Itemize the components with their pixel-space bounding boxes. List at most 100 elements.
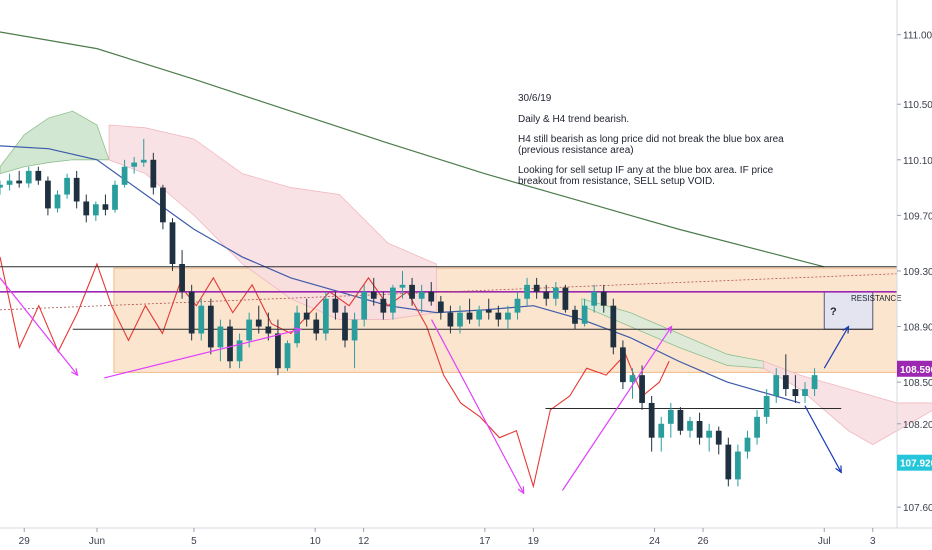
note-line-1: Daily & H4 trend bearish. (518, 114, 629, 125)
candle-body (696, 421, 703, 438)
arrow-head-4 (842, 325, 850, 334)
x-tick-label: 3 (870, 536, 876, 547)
blue-box (823, 291, 874, 330)
price-tag-1 (897, 454, 932, 471)
horizontal-levels-layer (0, 266, 898, 410)
note-line-2b: (previous resistance area) (518, 145, 634, 156)
y-tick-label: 107.600 (903, 503, 932, 514)
sma50-line (0, 145, 801, 404)
candle-body (351, 319, 358, 341)
dotted-trend-line (0, 273, 898, 311)
candle-body (198, 305, 205, 334)
candle-body (102, 204, 109, 210)
candle-body (131, 162, 138, 167)
y-tick-label: 108.500 (903, 378, 932, 389)
candle-body (802, 389, 808, 396)
zone-layer (113, 267, 898, 373)
note-line-3a: Looking for sell setup IF any at the blu… (518, 165, 774, 176)
candle-body (361, 291, 368, 320)
candle-body (591, 291, 598, 306)
candle-body (255, 319, 262, 327)
candle-body (428, 291, 435, 302)
price-tag-label: 108.596 (900, 365, 932, 376)
candle-body (552, 287, 559, 299)
candle-body (792, 389, 799, 396)
candle-body (313, 319, 320, 334)
candle-body (514, 298, 521, 313)
candle-body (121, 166, 128, 185)
indicator-lines-layer (0, 31, 825, 489)
candle-body (782, 375, 789, 390)
candle-body (332, 298, 339, 313)
candle-body (322, 298, 329, 334)
candle-body (236, 340, 243, 362)
candle-body (735, 451, 741, 480)
candle-body (54, 194, 61, 209)
candle-body (227, 326, 233, 362)
arrows-layer (0, 277, 850, 495)
question-mark: ? (830, 306, 837, 318)
sma200-line (0, 31, 825, 268)
candle-body (25, 170, 32, 184)
price-axis[interactable]: 111.000 110.500 110.100 109.700 109.300 108.9… (897, 31, 932, 514)
y-tick-label: 108.900 (903, 323, 932, 334)
candle-body (763, 396, 770, 417)
candle-body (677, 409, 684, 431)
candle-body (457, 312, 463, 327)
x-tick-label: 24 (649, 536, 661, 547)
candle-body (140, 159, 147, 163)
candle-body (64, 177, 70, 195)
candle-body (620, 347, 626, 383)
note-date: 30/6/19 (518, 93, 552, 104)
arrow-line-5 (804, 405, 842, 473)
price-tag-label: 107.920 (900, 459, 932, 470)
candle-body (629, 375, 636, 383)
arrow-line-3 (561, 326, 673, 491)
candle-body (754, 416, 760, 438)
arrow-line-4 (823, 326, 850, 369)
candle-body (476, 309, 483, 320)
candle-body (773, 375, 780, 396)
candle-body (610, 305, 617, 348)
candle-body (150, 159, 157, 188)
candle-body (112, 184, 118, 210)
arrow-line-1 (104, 328, 301, 379)
candle-body (45, 180, 51, 209)
candle-body (246, 319, 253, 341)
lagging-span-line (0, 256, 670, 489)
time-axis[interactable]: 29 Jun 5 10 12 17 19 24 26 Jul 3 (19, 528, 876, 547)
candle-body (6, 180, 13, 185)
price-tags: 108.596 107.920 (897, 360, 932, 471)
candle-body (600, 291, 607, 306)
blue-box-labels: RESISTANCE ? (830, 294, 902, 318)
candles-layer (0, 138, 818, 487)
candle-body (524, 284, 530, 299)
y-tick-label: 108.200 (903, 420, 932, 431)
x-tick-label: Jul (818, 536, 831, 547)
candle-body (284, 343, 291, 369)
y-tick-label: 109.300 (903, 267, 932, 278)
candle-body (485, 309, 492, 313)
annotation-note: 30/6/19 Daily & H4 trend bearish. H4 sti… (518, 93, 784, 187)
candle-body (725, 444, 732, 480)
y-tick-label: 110.500 (903, 100, 932, 111)
x-tick-label: 12 (358, 536, 370, 547)
candle-body (533, 284, 540, 292)
candle-body (505, 312, 511, 320)
candle-body (265, 326, 272, 334)
candle-body (495, 312, 502, 320)
candle-body (581, 305, 588, 324)
candle-body (706, 430, 713, 438)
arrow-head-2 (517, 486, 525, 495)
candle-body (418, 291, 425, 299)
note-line-3b: breakout from resistance, SELL setup VOI… (518, 176, 715, 187)
candle-body (562, 287, 569, 310)
x-tick-label: 19 (528, 536, 540, 547)
resistance-zone (113, 267, 898, 373)
candle-body (275, 333, 281, 369)
candle-body (169, 222, 176, 264)
candle-body (370, 291, 377, 299)
candle-body (390, 287, 396, 313)
cloud-green-3 (0, 110, 110, 175)
